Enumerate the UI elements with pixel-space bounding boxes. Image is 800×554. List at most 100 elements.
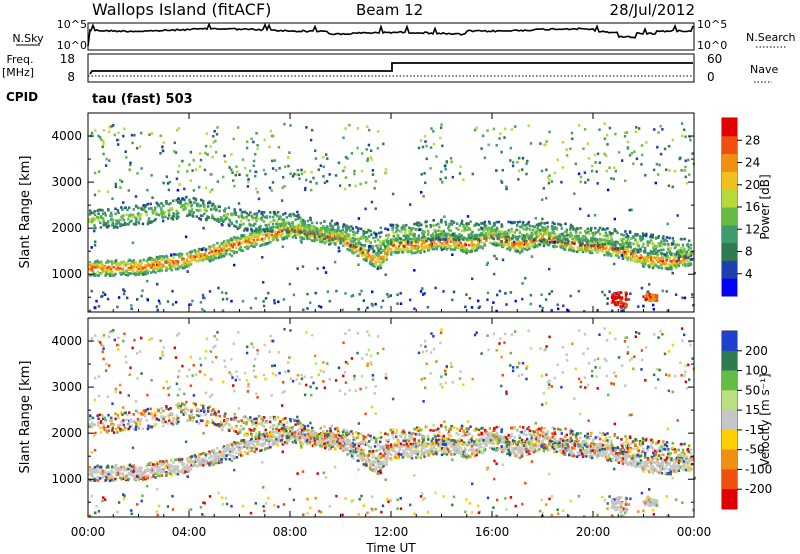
power-cell — [381, 257, 384, 261]
power-cell — [526, 248, 529, 251]
power-cell — [650, 240, 653, 244]
power-cell — [527, 220, 531, 224]
power-cell — [207, 247, 210, 250]
velocity-cell — [170, 473, 173, 477]
power-cell — [419, 290, 423, 293]
power-cell — [601, 249, 605, 253]
power-cell — [479, 232, 483, 235]
power-cell — [350, 249, 354, 253]
power-cell — [652, 242, 655, 245]
power-cell — [287, 231, 290, 234]
power-cell — [596, 152, 600, 156]
power-cell — [147, 264, 151, 267]
power-cell — [657, 234, 661, 238]
power-cell — [475, 234, 479, 238]
power-cell — [208, 257, 211, 260]
power-cell — [680, 169, 683, 172]
power-cell — [366, 255, 369, 259]
power-cell — [529, 245, 532, 248]
power-cell — [155, 258, 159, 262]
y-tick-label: 2000 — [51, 221, 82, 235]
power-cell — [535, 235, 538, 239]
power-cell — [390, 250, 393, 254]
power-cell — [122, 134, 125, 138]
power-cell — [416, 250, 419, 253]
power-cell — [430, 234, 434, 238]
velocity-cell — [132, 464, 135, 467]
velocity-cell — [121, 477, 124, 481]
power-cell — [334, 236, 337, 240]
power-cell — [506, 243, 509, 246]
power-cell — [561, 246, 565, 250]
power-cell — [431, 237, 435, 240]
power-cell — [299, 220, 302, 223]
velocity-cell — [90, 468, 94, 471]
power-cell — [437, 233, 440, 237]
power-cell — [493, 272, 496, 276]
power-cell — [613, 302, 617, 305]
power-cell — [99, 216, 103, 220]
power-cell — [129, 262, 133, 266]
power-cell — [429, 247, 433, 250]
power-cell — [344, 176, 348, 179]
power-cell — [382, 240, 385, 244]
power-cell — [218, 209, 221, 213]
power-cell — [158, 302, 162, 305]
power-cell — [603, 247, 607, 250]
power-cell — [199, 301, 203, 304]
power-cell — [232, 137, 235, 141]
power-cell — [135, 217, 138, 221]
power-cell — [270, 134, 273, 138]
power-cell — [132, 215, 136, 218]
power-cell — [192, 211, 195, 214]
power-cell — [668, 267, 671, 270]
power-cell — [506, 247, 509, 251]
power-cell — [508, 246, 511, 249]
power-cell — [192, 189, 196, 192]
power-cell — [140, 261, 143, 265]
power-cell — [503, 244, 506, 247]
power-cell — [509, 146, 512, 150]
power-cell — [639, 247, 642, 251]
power-cell — [193, 256, 196, 260]
y-tick-label: 4000 — [51, 129, 82, 143]
power-cell — [556, 303, 559, 307]
power-cell — [525, 162, 528, 165]
power-cell — [508, 248, 512, 252]
freq-left-label: Freq. — [6, 53, 33, 66]
velocity-cell — [180, 460, 183, 464]
power-cell — [483, 233, 487, 237]
power-cell — [128, 220, 132, 224]
power-cell — [687, 256, 690, 259]
power-cell — [591, 231, 594, 235]
power-cell — [117, 268, 120, 271]
power-cell — [460, 234, 463, 237]
power-cell — [215, 133, 219, 136]
velocity-cell — [160, 415, 163, 418]
power-cell — [214, 150, 218, 154]
velocity-cell — [105, 473, 108, 476]
power-cell — [652, 308, 655, 311]
power-cell — [319, 235, 322, 239]
power-cell — [403, 249, 406, 252]
power-cell — [624, 306, 627, 309]
velocity-cell — [144, 471, 147, 474]
power-cell — [364, 231, 367, 234]
power-cell — [108, 274, 112, 278]
power-cell — [161, 216, 165, 219]
velocity-cell — [154, 411, 157, 415]
power-cell — [410, 248, 414, 251]
power-cell — [142, 208, 146, 212]
power-cell — [112, 124, 115, 127]
power-cell — [233, 209, 236, 212]
power-cell — [492, 127, 496, 131]
power-cell — [458, 238, 461, 242]
velocity-cell — [176, 468, 180, 471]
power-cell — [466, 225, 469, 228]
velocity-cell — [155, 463, 159, 467]
power-cell — [620, 309, 623, 313]
power-cell — [231, 171, 234, 174]
power-cell — [447, 245, 451, 248]
power-cell — [220, 223, 223, 226]
power-cell — [563, 237, 566, 240]
